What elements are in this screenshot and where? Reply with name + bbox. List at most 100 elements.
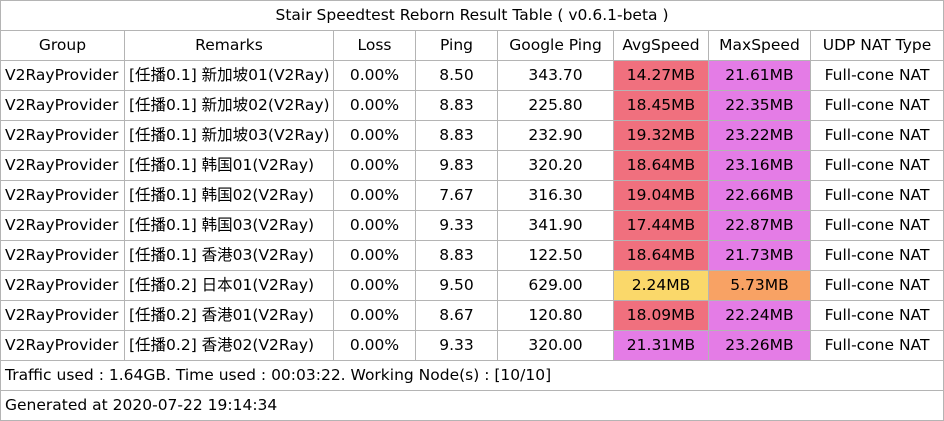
- table-row: V2RayProvider [任播0.1] 韩国02(V2Ray) 0.00% 7.6…: [0, 180, 944, 211]
- table-row: V2RayProvider [任播0.2] 香港01(V2Ray) 0.00% 8.6…: [0, 300, 944, 331]
- udp-nat-type-cell: Full-cone NAT: [809, 330, 944, 361]
- group-cell: V2RayProvider: [0, 180, 125, 211]
- avg-speed-cell: 19.04MB: [613, 180, 709, 211]
- avg-speed-cell: 18.09MB: [613, 300, 709, 331]
- remarks-cell: [任播0.1] 新加坡01(V2Ray): [124, 60, 334, 91]
- google-ping-cell: 120.80: [497, 300, 614, 331]
- header-remarks: Remarks: [124, 30, 334, 61]
- udp-nat-type-cell: Full-cone NAT: [809, 90, 944, 121]
- google-ping-cell: 343.70: [497, 60, 614, 91]
- loss-cell: 0.00%: [333, 210, 416, 241]
- udp-nat-type-cell: Full-cone NAT: [809, 210, 944, 241]
- max-speed-cell: 22.87MB: [708, 210, 811, 241]
- avg-speed-cell: 17.44MB: [613, 210, 709, 241]
- loss-cell: 0.00%: [333, 120, 416, 151]
- group-cell: V2RayProvider: [0, 90, 125, 121]
- remarks-cell: [任播0.1] 韩国03(V2Ray): [124, 210, 334, 241]
- group-cell: V2RayProvider: [0, 120, 125, 151]
- header-google-ping: Google Ping: [497, 30, 614, 61]
- header-loss: Loss: [333, 30, 416, 61]
- max-speed-cell: 22.24MB: [708, 300, 811, 331]
- udp-nat-type-cell: Full-cone NAT: [809, 180, 944, 211]
- ping-cell: 9.33: [415, 210, 498, 241]
- google-ping-cell: 341.90: [497, 210, 614, 241]
- max-speed-cell: 23.16MB: [708, 150, 811, 181]
- avg-speed-cell: 18.45MB: [613, 90, 709, 121]
- loss-cell: 0.00%: [333, 240, 416, 271]
- ping-cell: 8.50: [415, 60, 498, 91]
- loss-cell: 0.00%: [333, 270, 416, 301]
- avg-speed-cell: 19.32MB: [613, 120, 709, 151]
- header-group: Group: [0, 30, 125, 61]
- loss-cell: 0.00%: [333, 300, 416, 331]
- group-cell: V2RayProvider: [0, 270, 125, 301]
- avg-speed-cell: 14.27MB: [613, 60, 709, 91]
- google-ping-cell: 320.20: [497, 150, 614, 181]
- udp-nat-type-cell: Full-cone NAT: [809, 120, 944, 151]
- table-row: V2RayProvider [任播0.1] 香港03(V2Ray) 0.00% 8.8…: [0, 240, 944, 271]
- max-speed-cell: 23.26MB: [708, 330, 811, 361]
- traffic-summary: Traffic used : 1.64GB. Time used : 00:03…: [0, 360, 944, 391]
- table-row: V2RayProvider [任播0.1] 新加坡02(V2Ray) 0.00% 8.…: [0, 90, 944, 121]
- max-speed-cell: 23.22MB: [708, 120, 811, 151]
- table-row: V2RayProvider [任播0.2] 日本01(V2Ray) 0.00% 9.5…: [0, 270, 944, 301]
- loss-cell: 0.00%: [333, 60, 416, 91]
- max-speed-cell: 21.73MB: [708, 240, 811, 271]
- group-cell: V2RayProvider: [0, 330, 125, 361]
- remarks-cell: [任播0.2] 日本01(V2Ray): [124, 270, 334, 301]
- header-ping: Ping: [415, 30, 498, 61]
- remarks-cell: [任播0.1] 韩国01(V2Ray): [124, 150, 334, 181]
- ping-cell: 9.50: [415, 270, 498, 301]
- group-cell: V2RayProvider: [0, 240, 125, 271]
- remarks-cell: [任播0.2] 香港01(V2Ray): [124, 300, 334, 331]
- table-row: V2RayProvider [任播0.1] 韩国03(V2Ray) 0.00% 9.3…: [0, 210, 944, 241]
- header-avg-speed: AvgSpeed: [613, 30, 709, 61]
- max-speed-cell: 22.66MB: [708, 180, 811, 211]
- header-row: Group Remarks Loss Ping Google Ping AvgS…: [0, 30, 944, 61]
- udp-nat-type-cell: Full-cone NAT: [809, 150, 944, 181]
- table-row: V2RayProvider [任播0.2] 香港02(V2Ray) 0.00% 9.3…: [0, 330, 944, 361]
- udp-nat-type-cell: Full-cone NAT: [809, 270, 944, 301]
- google-ping-cell: 316.30: [497, 180, 614, 211]
- ping-cell: 8.83: [415, 90, 498, 121]
- generated-timestamp: Generated at 2020-07-22 19:14:34: [0, 390, 944, 421]
- avg-speed-cell: 2.24MB: [613, 270, 709, 301]
- udp-nat-type-cell: Full-cone NAT: [809, 300, 944, 331]
- table-row: V2RayProvider [任播0.1] 新加坡03(V2Ray) 0.00% 8.…: [0, 120, 944, 151]
- ping-cell: 9.83: [415, 150, 498, 181]
- ping-cell: 8.83: [415, 120, 498, 151]
- table-row: V2RayProvider [任播0.1] 韩国01(V2Ray) 0.00% 9.8…: [0, 150, 944, 181]
- max-speed-cell: 22.35MB: [708, 90, 811, 121]
- loss-cell: 0.00%: [333, 90, 416, 121]
- udp-nat-type-cell: Full-cone NAT: [809, 240, 944, 271]
- udp-nat-type-cell: Full-cone NAT: [809, 60, 944, 91]
- remarks-cell: [任播0.1] 香港03(V2Ray): [124, 240, 334, 271]
- header-udp-nat-type: UDP NAT Type: [809, 30, 944, 61]
- ping-cell: 9.33: [415, 330, 498, 361]
- loss-cell: 0.00%: [333, 150, 416, 181]
- avg-speed-cell: 18.64MB: [613, 150, 709, 181]
- header-max-speed: MaxSpeed: [708, 30, 811, 61]
- loss-cell: 0.00%: [333, 330, 416, 361]
- remarks-cell: [任播0.1] 新加坡03(V2Ray): [124, 120, 334, 151]
- max-speed-cell: 21.61MB: [708, 60, 811, 91]
- table-title: Stair Speedtest Reborn Result Table ( v0…: [0, 0, 944, 31]
- remarks-cell: [任播0.1] 新加坡02(V2Ray): [124, 90, 334, 121]
- group-cell: V2RayProvider: [0, 300, 125, 331]
- ping-cell: 8.83: [415, 240, 498, 271]
- avg-speed-cell: 21.31MB: [613, 330, 709, 361]
- google-ping-cell: 232.90: [497, 120, 614, 151]
- google-ping-cell: 320.00: [497, 330, 614, 361]
- avg-speed-cell: 18.64MB: [613, 240, 709, 271]
- ping-cell: 7.67: [415, 180, 498, 211]
- google-ping-cell: 122.50: [497, 240, 614, 271]
- group-cell: V2RayProvider: [0, 210, 125, 241]
- google-ping-cell: 629.00: [497, 270, 614, 301]
- max-speed-cell: 5.73MB: [708, 270, 811, 301]
- remarks-cell: [任播0.1] 韩国02(V2Ray): [124, 180, 334, 211]
- google-ping-cell: 225.80: [497, 90, 614, 121]
- table-body: V2RayProvider [任播0.1] 新加坡01(V2Ray) 0.00% 8.…: [0, 60, 944, 361]
- group-cell: V2RayProvider: [0, 60, 125, 91]
- table-row: V2RayProvider [任播0.1] 新加坡01(V2Ray) 0.00% 8.…: [0, 60, 944, 91]
